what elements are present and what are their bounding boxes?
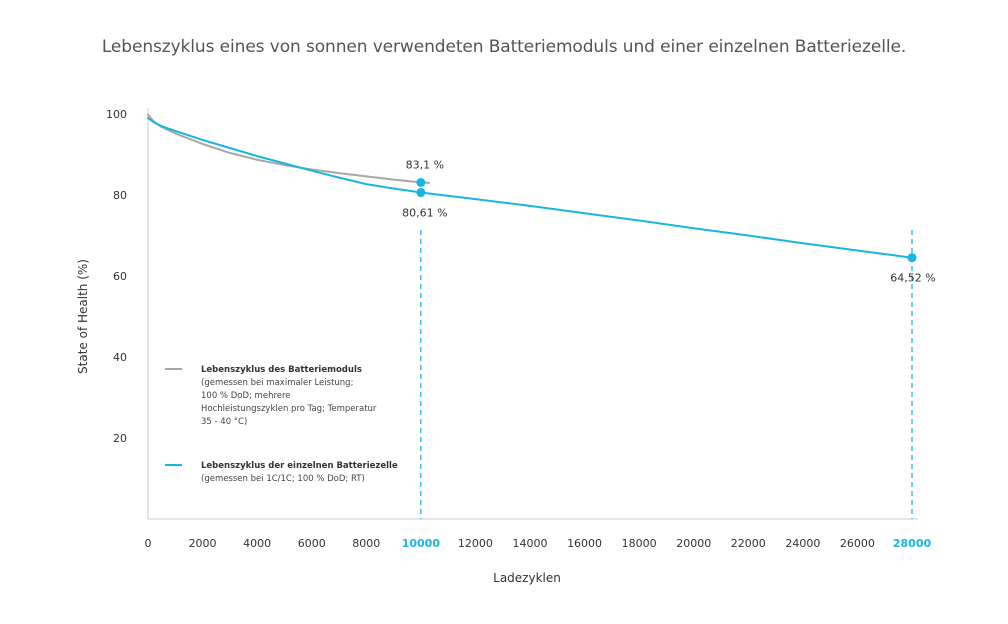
data-point-label: 80,61 % <box>402 207 447 220</box>
legend-battery-module-title: Lebenszyklus des Batteriemoduls <box>201 365 362 375</box>
data-point-label: 64,52 % <box>890 272 935 285</box>
legend-battery-module-desc-line: (gemessen bei maximaler Leistung; <box>201 378 353 388</box>
data-point-marker <box>416 188 426 198</box>
data-point-marker <box>416 177 426 187</box>
y-axis-title: State of Health (%) <box>76 259 90 374</box>
y-tick-label: 100 <box>106 108 127 121</box>
x-tick-label: 10000 <box>402 537 441 550</box>
x-tick-label: 14000 <box>513 537 548 550</box>
x-tick-label: 18000 <box>622 537 657 550</box>
x-tick-label: 26000 <box>840 537 875 550</box>
y-tick-label: 60 <box>113 270 127 283</box>
x-tick-label: 12000 <box>458 537 493 550</box>
chart-title: Lebenszyklus eines von sonnen verwendete… <box>101 37 907 57</box>
x-tick-label: 2000 <box>189 537 217 550</box>
data-point-label: 83,1 % <box>406 158 444 171</box>
legend-battery-module-desc-line: Hochleistungszyklen pro Tag; Temperatur <box>201 404 377 414</box>
x-tick-label: 0 <box>145 537 152 550</box>
series-line-battery-cell <box>147 117 913 259</box>
x-tick-label: 24000 <box>785 537 820 550</box>
axes: 0 2000 4000 6000 8000 10000 12000 14000 16000 180… <box>76 108 931 585</box>
x-tick-label: 16000 <box>567 537 602 550</box>
legend-battery-module-desc-line: 35 - 40 °C) <box>201 417 247 427</box>
series-line-battery-module <box>147 113 430 184</box>
series-lines <box>147 113 913 259</box>
legend: Lebenszyklus des Batteriemoduls (gemessen… <box>165 365 398 484</box>
legend-battery-cell-title: Lebenszyklus der einzelnen Batteriezelle <box>201 461 398 471</box>
x-tick-label: 20000 <box>676 537 711 550</box>
x-tick-label: 8000 <box>352 537 380 550</box>
y-tick-label: 80 <box>113 189 127 202</box>
guide-lines <box>420 230 913 519</box>
y-tick-label: 20 <box>113 432 127 445</box>
x-tick-label: 6000 <box>298 537 326 550</box>
data-markers: 83,1 % 80,61 % 64,52 % <box>402 158 936 284</box>
x-tick-label: 4000 <box>243 537 271 550</box>
legend-battery-cell-desc-line: (gemessen bei 1C/1C; 100 % DoD; RT) <box>201 474 365 484</box>
legend-battery-module-desc-line: 100 % DoD; mehrere <box>201 391 291 401</box>
data-point-marker <box>907 253 917 263</box>
x-axis-title: Ladezyklen <box>493 571 561 585</box>
x-tick-label: 28000 <box>893 537 932 550</box>
x-tick-label: 22000 <box>731 537 766 550</box>
y-tick-label: 40 <box>113 351 127 364</box>
